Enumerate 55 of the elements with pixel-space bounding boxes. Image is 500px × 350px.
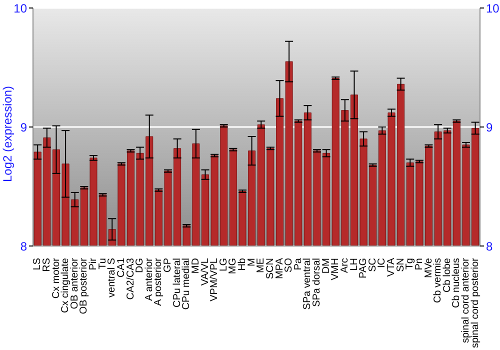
y2-tick-label: 8 [486, 239, 493, 254]
x-tick-label: GP [162, 258, 174, 272]
x-tick-label: SO [284, 258, 295, 272]
x-tick-label: Cx cingulate [60, 258, 72, 314]
y-axis-title: Log2 (expression) [0, 86, 14, 182]
x-tick-label: Tg [404, 258, 416, 270]
x-tick-label: MPA [274, 258, 286, 279]
x-tick-label: Pn [414, 258, 425, 270]
x-tick-label: Pir [88, 257, 100, 270]
x-tick-label: MD [190, 258, 202, 274]
y2-tick-label: 9 [486, 120, 493, 134]
x-tick-label: SPa ventral [302, 258, 314, 310]
x-tick-label: Tu [97, 258, 108, 270]
x-tick-label: A posterior [153, 257, 164, 306]
x-tick-label: CPu lateral [172, 258, 183, 308]
x-tick-label: CA1 [116, 258, 127, 278]
x-tick-label: PAG [358, 258, 370, 278]
x-tick-label: VA/VL [200, 258, 211, 286]
y-tick-label: 9 [20, 120, 28, 134]
y-tick-label: 10 [14, 1, 28, 16]
x-tick-label: SC [367, 258, 378, 272]
x-tick-label: Cb vermis [432, 258, 444, 304]
x-tick-label: SCN [264, 258, 276, 280]
x-tick-label: DM [320, 258, 332, 274]
x-tick-label: IC [376, 258, 388, 268]
x-tick-label: SPa dorsal [312, 258, 323, 307]
y-tick-label: 8 [20, 239, 28, 254]
x-tick-label: VPM/VPL [209, 258, 220, 302]
x-tick-label: LS [32, 258, 44, 270]
x-tick-label: SN [395, 258, 406, 272]
x-tick-label: LH [348, 258, 360, 271]
x-tick-label: LG [218, 258, 230, 272]
x-tick-label: Hb [237, 258, 248, 271]
x-tick-label: ME [256, 258, 267, 273]
x-tick-label: M [246, 258, 258, 266]
x-tick-label: OB anterior [69, 257, 80, 310]
x-tick-label: spinal cord anterior [460, 257, 472, 344]
x-tick-label: RS [41, 258, 52, 272]
x-tick-label: DG [134, 258, 146, 273]
x-tick-label: A anterior [144, 257, 155, 301]
x-tick-label: Pa [292, 258, 304, 270]
x-tick-label: MG [228, 258, 239, 274]
x-tick-label: CPu medial [181, 258, 192, 310]
x-tick-label: Cx motor [50, 257, 62, 299]
x-tick-label: VTA [386, 258, 398, 277]
x-tick-label: VMH [330, 258, 342, 280]
x-tick-label: Cb lobe [442, 258, 453, 292]
x-tick-label: ventral S [106, 258, 118, 298]
x-tick-label: spinal cord posterior [470, 257, 481, 348]
y2-tick-label: 10 [486, 1, 500, 16]
x-tick-label: Cb nucleus [451, 258, 462, 308]
x-tick-label: OB posterior [78, 257, 90, 314]
x-tick-label: CA2/CA3 [125, 258, 136, 300]
x-tick-label: Arc [339, 258, 350, 273]
x-tick-label: MVe [423, 258, 434, 278]
